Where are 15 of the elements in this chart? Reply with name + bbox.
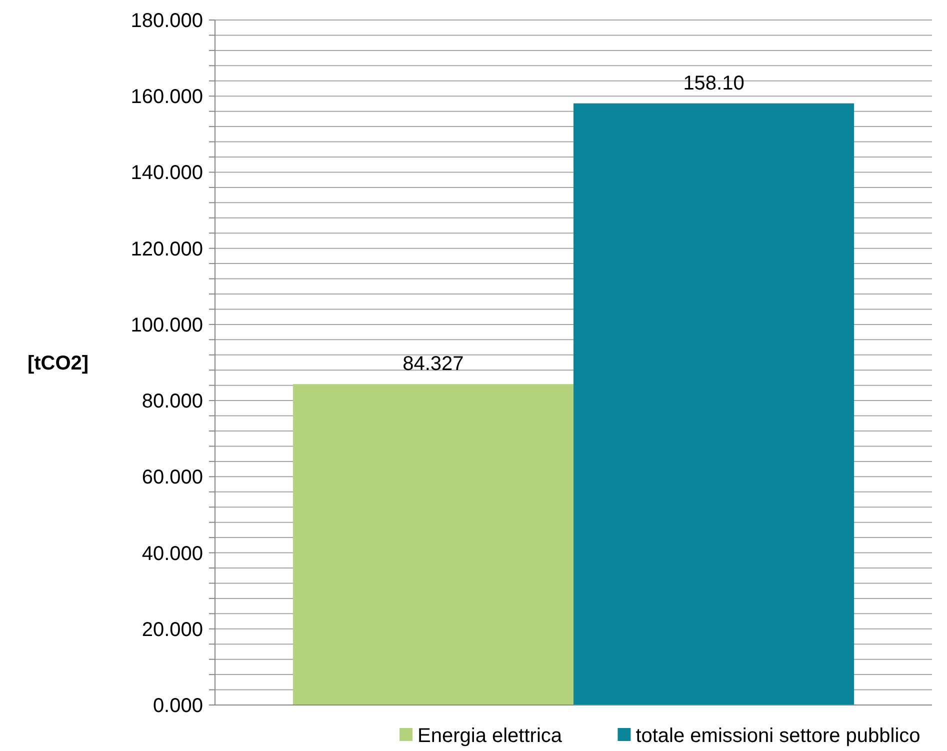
legend-label: Energia elettrica (418, 725, 563, 747)
y-tick-label: 20.000 (142, 618, 203, 641)
y-axis-title: [tCO2] (27, 352, 89, 374)
y-tick-label: 140.000 (130, 162, 203, 184)
data-label: 84.327 (402, 353, 464, 376)
y-tick-label: 80.000 (142, 390, 203, 413)
data-label: 158.10 (683, 72, 744, 94)
y-tick-label: 100.000 (130, 314, 203, 336)
y-tick-label: 40.000 (142, 542, 203, 565)
legend-label: totale emissioni settore pubblico (636, 725, 920, 747)
y-tick-label: 160.000 (130, 86, 203, 108)
y-tick-label: 60.000 (142, 466, 203, 489)
y-tick-label: 120.000 (130, 238, 203, 260)
y-tick-label: 180.000 (130, 10, 203, 32)
y-tick-label: 0.000 (152, 695, 203, 717)
